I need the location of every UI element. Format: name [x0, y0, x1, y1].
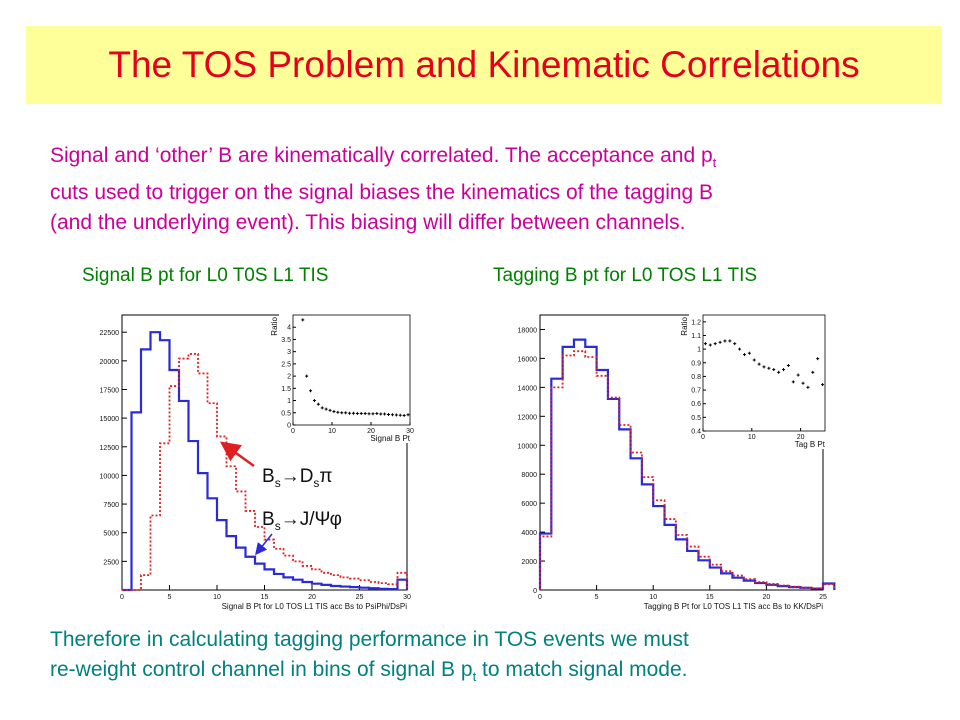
series-line-1: [122, 353, 408, 591]
page-title: The TOS Problem and Kinematic Correlatio…: [108, 44, 860, 85]
intro-text: Signal and ‘other’ B are kinematically c…: [50, 141, 940, 238]
x-tick-label: 15: [706, 594, 714, 601]
x-tick-label: 25: [356, 594, 364, 601]
inset-y-tick-label: 1.2: [691, 319, 701, 326]
y-tick-label: 8000: [521, 472, 537, 479]
inset-x-tick-label: 10: [328, 428, 336, 435]
x-axis-label: Tagging B Pt for L0 TOS L1 TIS acc Bs to…: [644, 602, 823, 611]
y-tick-label: 10000: [100, 473, 120, 480]
right-plot-label: Tagging B pt for L0 TOS L1 TIS: [493, 265, 758, 286]
plot-frame: [539, 314, 824, 591]
x-tick-label: 5: [595, 594, 599, 601]
conclusion-text: Therefore in calculating tagging perform…: [50, 625, 940, 692]
y-tick-label: 20000: [100, 359, 120, 366]
x-tick-label: 5: [168, 594, 172, 601]
inset-y-tick-label: 0.7: [691, 388, 701, 395]
y-tick-label: 15000: [100, 416, 120, 423]
inset-x-tick-label: 20: [367, 428, 375, 435]
inset-y-tick-label: 0.6: [691, 401, 701, 408]
inset-y-axis-label: Ratio: [270, 316, 279, 335]
left-histogram: 0 5 10 15 20 25 302500500075001000012500150001…: [100, 311, 416, 611]
inset-y-tick-label: 0.8: [691, 374, 701, 381]
y-tick-label: 2500: [103, 559, 119, 566]
series-line-0: [538, 338, 836, 590]
inset-y-tick-label: 1.1: [691, 333, 701, 340]
x-tick-label: 20: [763, 594, 771, 601]
inset-y-tick-label: 3.5: [281, 337, 291, 344]
series-line-1: [539, 350, 836, 590]
inset-y-tick-label: 0.9: [691, 360, 701, 367]
inset-y-tick-label: 1: [287, 398, 291, 405]
x-tick-label: 10: [213, 594, 221, 601]
inset-y-tick-label: 0.4: [691, 429, 701, 436]
x-tick-label: 20: [308, 594, 316, 601]
inset-x-axis-label: Signal B Pt: [370, 434, 410, 443]
x-tick-label: 10: [649, 594, 657, 601]
inset-y-tick-label: 0.5: [281, 410, 291, 417]
inset-x-tick-label: 20: [797, 434, 805, 441]
x-tick-label: 15: [261, 594, 269, 601]
y-tick-label: 6000: [521, 501, 537, 508]
ds-pi-arrow: [219, 441, 255, 468]
y-tick-label: 7500: [103, 502, 119, 509]
inset-y-tick-label: 1.5: [281, 386, 291, 393]
intro-line-1: Signal and ‘other’ B are kinematically c…: [50, 141, 940, 178]
intro-line-1-text: Signal and ‘other’ B are kinematically c…: [50, 144, 713, 167]
conclusion-pt-subscript: t: [472, 669, 477, 685]
x-tick-label: 0: [120, 594, 124, 601]
inset-x-tick-label: 10: [748, 434, 756, 441]
jpsi-phi-arrow: [255, 533, 273, 556]
y-tick-label: 16000: [518, 356, 538, 363]
inset-y-tick-label: 4: [287, 325, 291, 332]
y-tick-label: 12500: [100, 445, 120, 452]
conclusion-line-2a: re-weight control channel in bins of sig…: [50, 658, 473, 681]
y-tick-label: 22500: [100, 330, 120, 337]
title-band: The TOS Problem and Kinematic Correlatio…: [26, 26, 942, 104]
inset-frame: [702, 314, 826, 432]
inset-x-tick-label: 0: [291, 428, 295, 435]
intro-line-3: (and the underlying event). This biasing…: [50, 211, 686, 235]
inset-frame: [292, 314, 411, 426]
y-tick-label: 17500: [100, 387, 120, 394]
y-tick-label: 12000: [518, 414, 538, 421]
y-tick-label: 14000: [518, 385, 538, 392]
x-tick-label: 0: [538, 594, 542, 601]
intro-line-2: cuts used to trigger on the signal biase…: [50, 181, 714, 205]
inset-y-axis-label: Ratio: [680, 316, 689, 335]
left-plot-label: Signal B pt for L0 T0S L1 TIS: [82, 265, 329, 286]
inset-x-tick-label: 30: [406, 428, 414, 435]
x-axis-label: Signal B Pt for L0 TOS L1 TIS acc Bs to …: [222, 602, 408, 611]
y-tick-label: 4000: [521, 530, 537, 537]
x-tick-label: 30: [403, 594, 411, 601]
jpsi-phi-annotation: Bs→J/Ψφ: [262, 509, 342, 533]
y-tick-label: 0: [533, 588, 537, 595]
conclusion-line-2b: to match signal mode.: [476, 658, 688, 681]
intro-pt-subscript: t: [712, 155, 717, 171]
x-tick-label: 25: [819, 594, 827, 601]
inset-y-tick-label: 3: [287, 349, 291, 356]
y-tick-label: 5000: [103, 531, 119, 538]
inset-x-tick-label: 0: [701, 434, 705, 441]
y-tick-label: 10000: [518, 443, 538, 450]
inset-y-tick-label: 2.5: [281, 361, 291, 368]
inset-background: [689, 311, 831, 449]
right-histogram: 0 5 10 15 20 25020004000600080001000012000140…: [518, 311, 836, 611]
inset-x-axis-label: Tag B Pt: [795, 440, 826, 449]
inset-y-tick-label: 0.5: [691, 415, 701, 422]
inset-y-tick-label: 0: [287, 423, 291, 430]
conclusion-line-1: Therefore in calculating tagging perform…: [50, 628, 689, 651]
inset-background: [279, 311, 416, 443]
y-tick-label: 18000: [518, 327, 538, 334]
series-line-0: [122, 331, 409, 592]
y-tick-label: 2000: [521, 559, 537, 566]
conclusion-line-2: re-weight control channel in bins of sig…: [50, 655, 940, 692]
ds-pi-annotation: Bs→Dsπ: [262, 466, 333, 490]
inset-y-tick-label: 1: [697, 347, 701, 354]
inset-y-tick-label: 2: [287, 374, 291, 381]
